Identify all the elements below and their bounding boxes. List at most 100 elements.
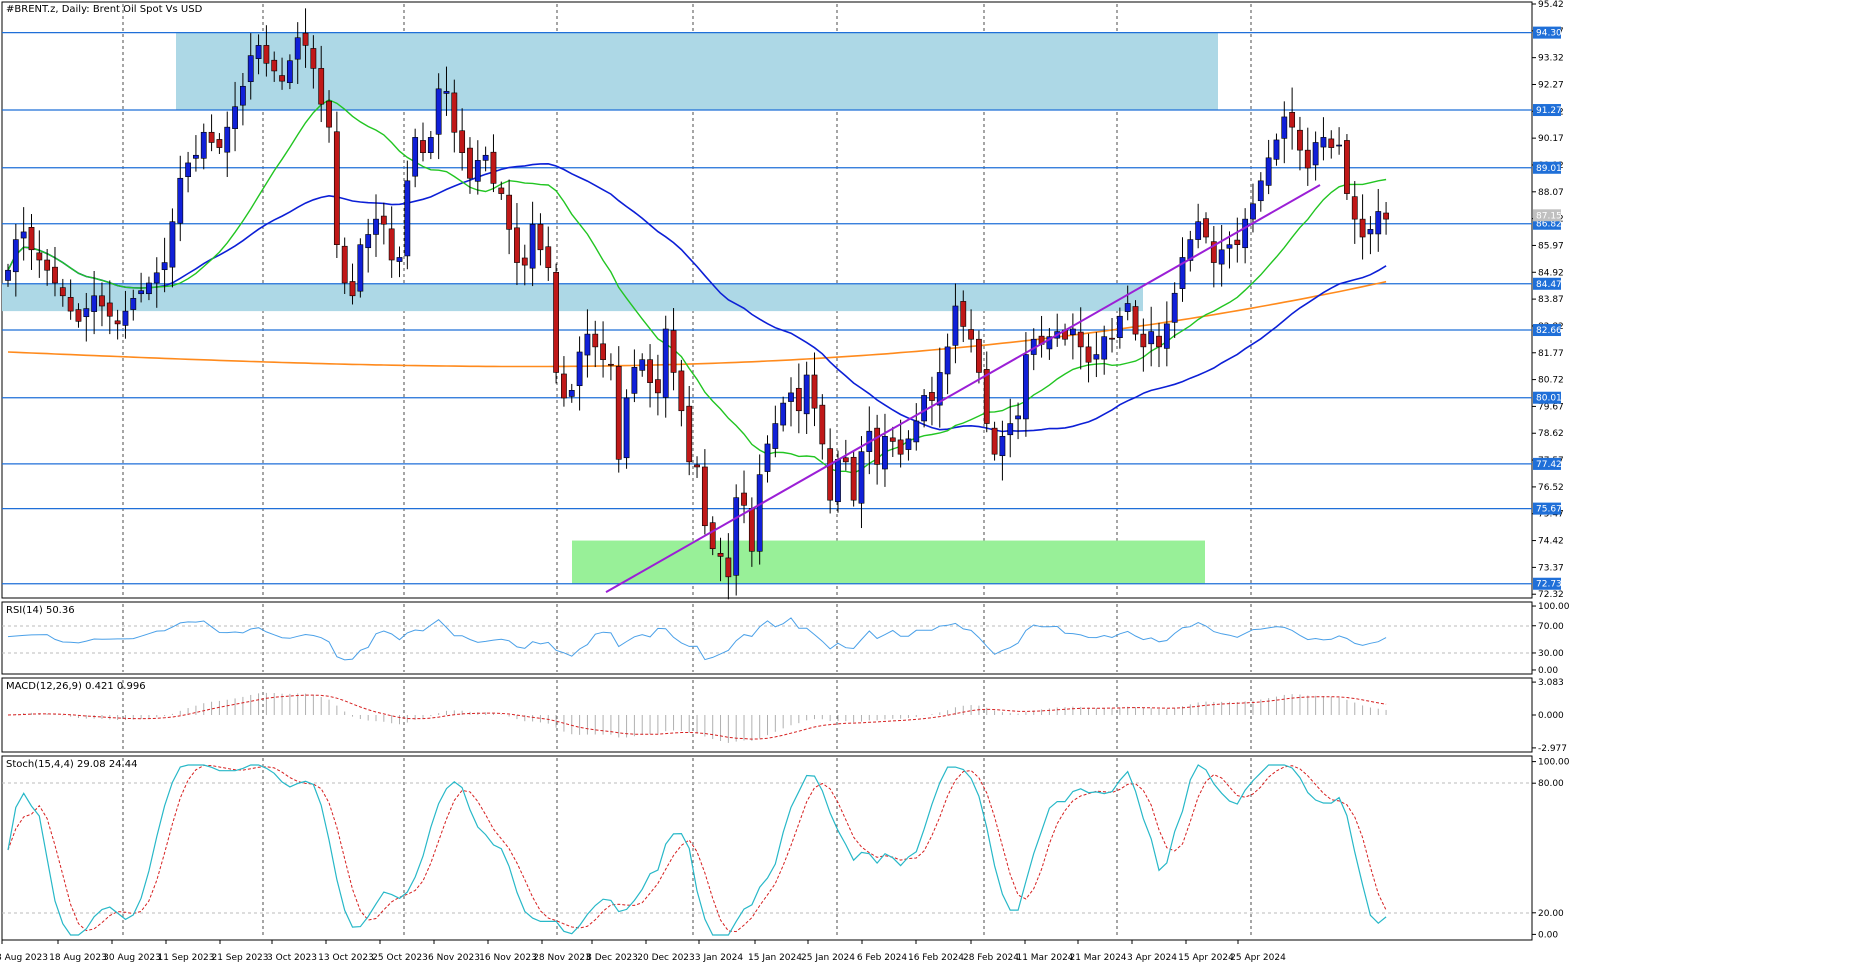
- date-tick-label: 20 Dec 2023: [637, 953, 695, 963]
- candle-body: [764, 443, 771, 472]
- candle-body: [122, 310, 129, 326]
- candle-body: [498, 187, 505, 194]
- candle-body: [365, 234, 372, 249]
- indicator-tick-label: 100.00: [1538, 602, 1570, 612]
- level-label-text: 89.01: [1536, 164, 1562, 174]
- candle-body: [827, 448, 834, 501]
- candle-body: [1257, 180, 1264, 202]
- zone-rect: [176, 32, 1218, 111]
- candle-body: [216, 139, 223, 148]
- candle-body: [662, 328, 669, 398]
- candle-body: [185, 162, 191, 178]
- candle-body: [1187, 239, 1194, 261]
- candle-body: [584, 333, 591, 356]
- candle-body: [91, 295, 98, 312]
- candle-body: [623, 397, 630, 459]
- price-tick-label: 92.27: [1538, 80, 1564, 90]
- candle-body: [639, 359, 646, 371]
- level-label-box: [1533, 391, 1561, 404]
- candle-body: [1156, 335, 1162, 348]
- candle-body: [1069, 328, 1076, 335]
- candle-body: [232, 106, 238, 129]
- candle-body: [451, 92, 458, 133]
- candle-body: [1312, 142, 1319, 166]
- candle-body: [302, 32, 309, 46]
- candle-body: [670, 330, 677, 373]
- candle-body: [99, 295, 105, 307]
- candle-body: [349, 281, 356, 297]
- candle-body: [568, 390, 575, 397]
- candle-body: [412, 137, 419, 177]
- rsi-indicator: 100.00 70.00 30.00 0.00: [2, 602, 1570, 676]
- candle-body: [514, 227, 520, 263]
- date-tick-label: 13 Oct 2023: [318, 953, 374, 963]
- level-label-box: [1533, 277, 1561, 290]
- candle-body: [889, 437, 896, 442]
- candle-body: [1250, 203, 1256, 220]
- candle-body: [678, 370, 685, 412]
- candle-body: [1289, 112, 1296, 128]
- candle-body: [443, 91, 450, 94]
- zones: [2, 32, 1218, 584]
- candle-body: [835, 459, 841, 503]
- candle-body: [654, 379, 661, 394]
- candle-body: [944, 346, 951, 375]
- candle-body: [631, 367, 638, 394]
- level-label-box: [1533, 161, 1561, 174]
- candle-body: [694, 464, 700, 468]
- indicator-tick-label: 0.00: [1538, 930, 1558, 940]
- candle-body: [146, 282, 152, 295]
- candle-body: [506, 194, 513, 230]
- candle-body: [67, 297, 74, 312]
- candle-body: [286, 60, 293, 83]
- candle-body: [75, 309, 82, 322]
- ma20-line: [7, 99, 1387, 474]
- candle-body: [1085, 346, 1092, 363]
- ma200-line: [7, 280, 1387, 368]
- level-labels: 94.30 91.27 89.01 86.82 84.47 82.66 80.01 77.42…: [1533, 26, 1562, 590]
- candle-body: [247, 55, 254, 82]
- current-price-text: 87.15: [1536, 211, 1562, 221]
- candle-body: [388, 228, 395, 261]
- date-tick-label: 25 Oct 2023: [372, 953, 428, 963]
- indicator-tick-label: 70.00: [1538, 622, 1564, 632]
- candle-body: [1297, 129, 1303, 151]
- price-tick-label: 83.87: [1538, 295, 1564, 305]
- candle-body: [592, 333, 599, 348]
- trendline-line: [605, 184, 1321, 594]
- candle-body: [138, 290, 145, 295]
- date-tick-label: 6 Nov 2023: [428, 953, 480, 963]
- candle-body: [1320, 137, 1327, 148]
- candle-body: [341, 245, 348, 284]
- macd-label: MACD(12,26,9) 0.421 0.996: [6, 681, 146, 692]
- candle-body: [193, 154, 199, 159]
- date-tick-label: 21 Sep 2023: [211, 953, 268, 963]
- candle-body: [1375, 211, 1382, 235]
- candle-body: [474, 160, 481, 182]
- candle-body: [318, 68, 325, 105]
- candle-body: [44, 259, 51, 271]
- candle-body: [357, 244, 364, 292]
- candle-body: [1101, 336, 1108, 360]
- stoch-main-line: [7, 764, 1387, 936]
- price-tick-label: 74.42: [1538, 537, 1564, 547]
- candle-body: [615, 366, 622, 460]
- indicator-tick-label: 0.000: [1538, 711, 1564, 721]
- candle-body: [1093, 354, 1100, 360]
- candle-body: [952, 305, 959, 346]
- candle-body: [130, 298, 137, 310]
- candle-body: [882, 436, 888, 470]
- candle-body: [373, 218, 379, 235]
- candle-body: [1344, 140, 1350, 194]
- date-tick-label: 3 Apr 2024: [1127, 953, 1177, 963]
- candle-body: [709, 522, 716, 550]
- chart-title: #BRENT.z, Daily: Brent Oil Spot Vs USD: [6, 4, 203, 15]
- level-label-box: [1533, 26, 1561, 39]
- moving-averages: [7, 99, 1387, 474]
- rsi-label: RSI(14) 50.36: [6, 605, 75, 616]
- horizontal-levels: [2, 31, 1532, 585]
- candle-body: [1304, 149, 1311, 169]
- candle-body: [561, 373, 567, 399]
